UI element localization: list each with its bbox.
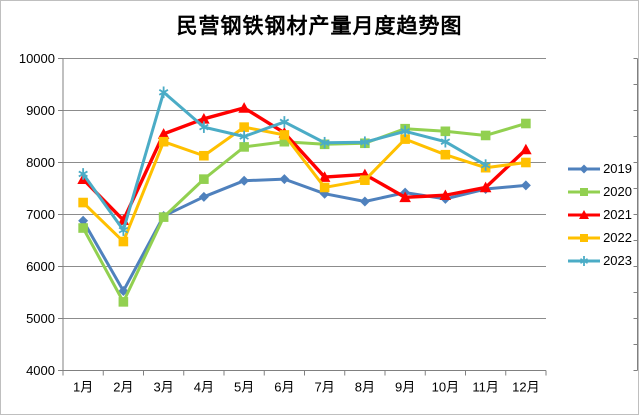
legend-label: 2023 [603, 253, 632, 268]
chart-title: 民营钢铁钢材产量月度趋势图 [176, 15, 463, 38]
x-axis-tick-label: 2月 [113, 380, 133, 395]
series-2022 [78, 122, 531, 247]
legend-item-2022: 2022 [567, 231, 632, 245]
legend-item-2020: 2020 [567, 185, 632, 199]
legend-label: 2020 [603, 184, 632, 199]
y-axis-tick-label: 10000 [19, 51, 55, 66]
x-axis-tick-label: 8月 [355, 380, 375, 395]
asterisk-marker-icon [568, 256, 601, 266]
legend-item-2023: 2023 [567, 254, 632, 268]
y-axis-tick-label: 5000 [26, 311, 55, 326]
x-axis-tick-label: 6月 [274, 380, 294, 395]
diamond-marker-icon [568, 164, 601, 174]
y-axis-tick-label: 8000 [26, 155, 55, 170]
x-axis-tick-label: 7月 [315, 380, 335, 395]
x-axis-tick-label: 12月 [512, 380, 539, 395]
legend: 2019 2020 2021 2022 2023 [567, 162, 632, 268]
x-axis-tick-label: 10月 [432, 380, 459, 395]
legend-label: 2019 [603, 161, 632, 176]
x-axis-tick-label: 5月 [234, 380, 254, 395]
x-axis-tick-label: 3月 [154, 380, 174, 395]
square-marker-icon [568, 188, 601, 196]
y-axis-tick-label: 6000 [26, 259, 55, 274]
square-marker-icon [568, 234, 601, 242]
x-axis-tick-label: 1月 [73, 380, 93, 395]
y-axis-tick-label: 9000 [26, 103, 55, 118]
y-axis-tick-label: 7000 [26, 207, 55, 222]
legend-item-2021: 2021 [567, 208, 632, 222]
legend-item-2019: 2019 [567, 162, 632, 176]
x-axis-tick-label: 11月 [472, 380, 499, 395]
x-axis-tick-label: 9月 [395, 380, 415, 395]
series-2023 [78, 86, 491, 236]
legend-label: 2022 [603, 230, 632, 245]
triangle-marker-icon [568, 210, 601, 219]
legend-label: 2021 [603, 207, 632, 222]
x-axis-tick-label: 4月 [194, 380, 214, 395]
y-axis-tick-label: 4000 [26, 363, 55, 378]
